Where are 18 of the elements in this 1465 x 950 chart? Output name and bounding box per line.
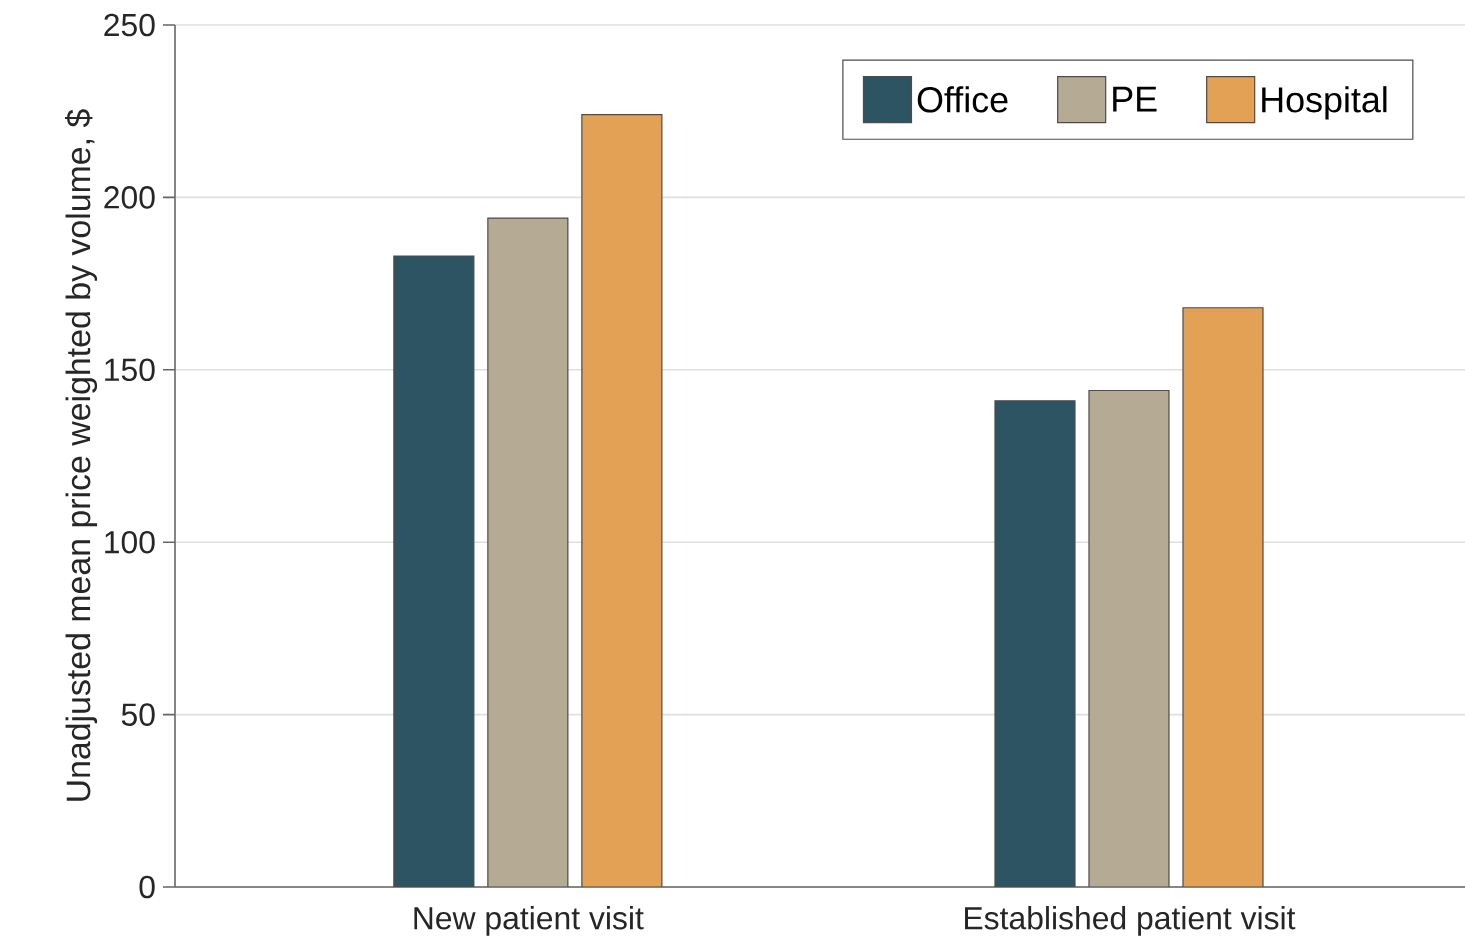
bar [1088,389,1170,887]
bar [581,114,663,887]
bar [994,400,1076,887]
bar [1182,307,1264,887]
y-axis-title: Unadjusted mean price weighted by volume, $ [65,109,98,801]
y-tick-label: 150 [105,358,155,382]
legend-label: Office [917,86,1008,113]
y-tick-label: 0 [139,875,155,899]
y-tick-label: 250 [104,13,155,37]
y-tick-label: 100 [105,530,155,554]
y-tick-label: 200 [104,186,155,209]
bar [487,217,569,887]
x-tick-label: Established patient visit [965,906,1296,936]
y-tick-label: 50 [121,703,155,726]
x-tick-label: New patient visit [414,906,644,936]
legend-label: PE [1113,86,1157,112]
bar [393,255,475,887]
legend-label: Hospital [1262,86,1387,120]
